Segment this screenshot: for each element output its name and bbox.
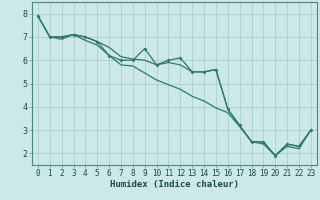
- X-axis label: Humidex (Indice chaleur): Humidex (Indice chaleur): [110, 180, 239, 189]
